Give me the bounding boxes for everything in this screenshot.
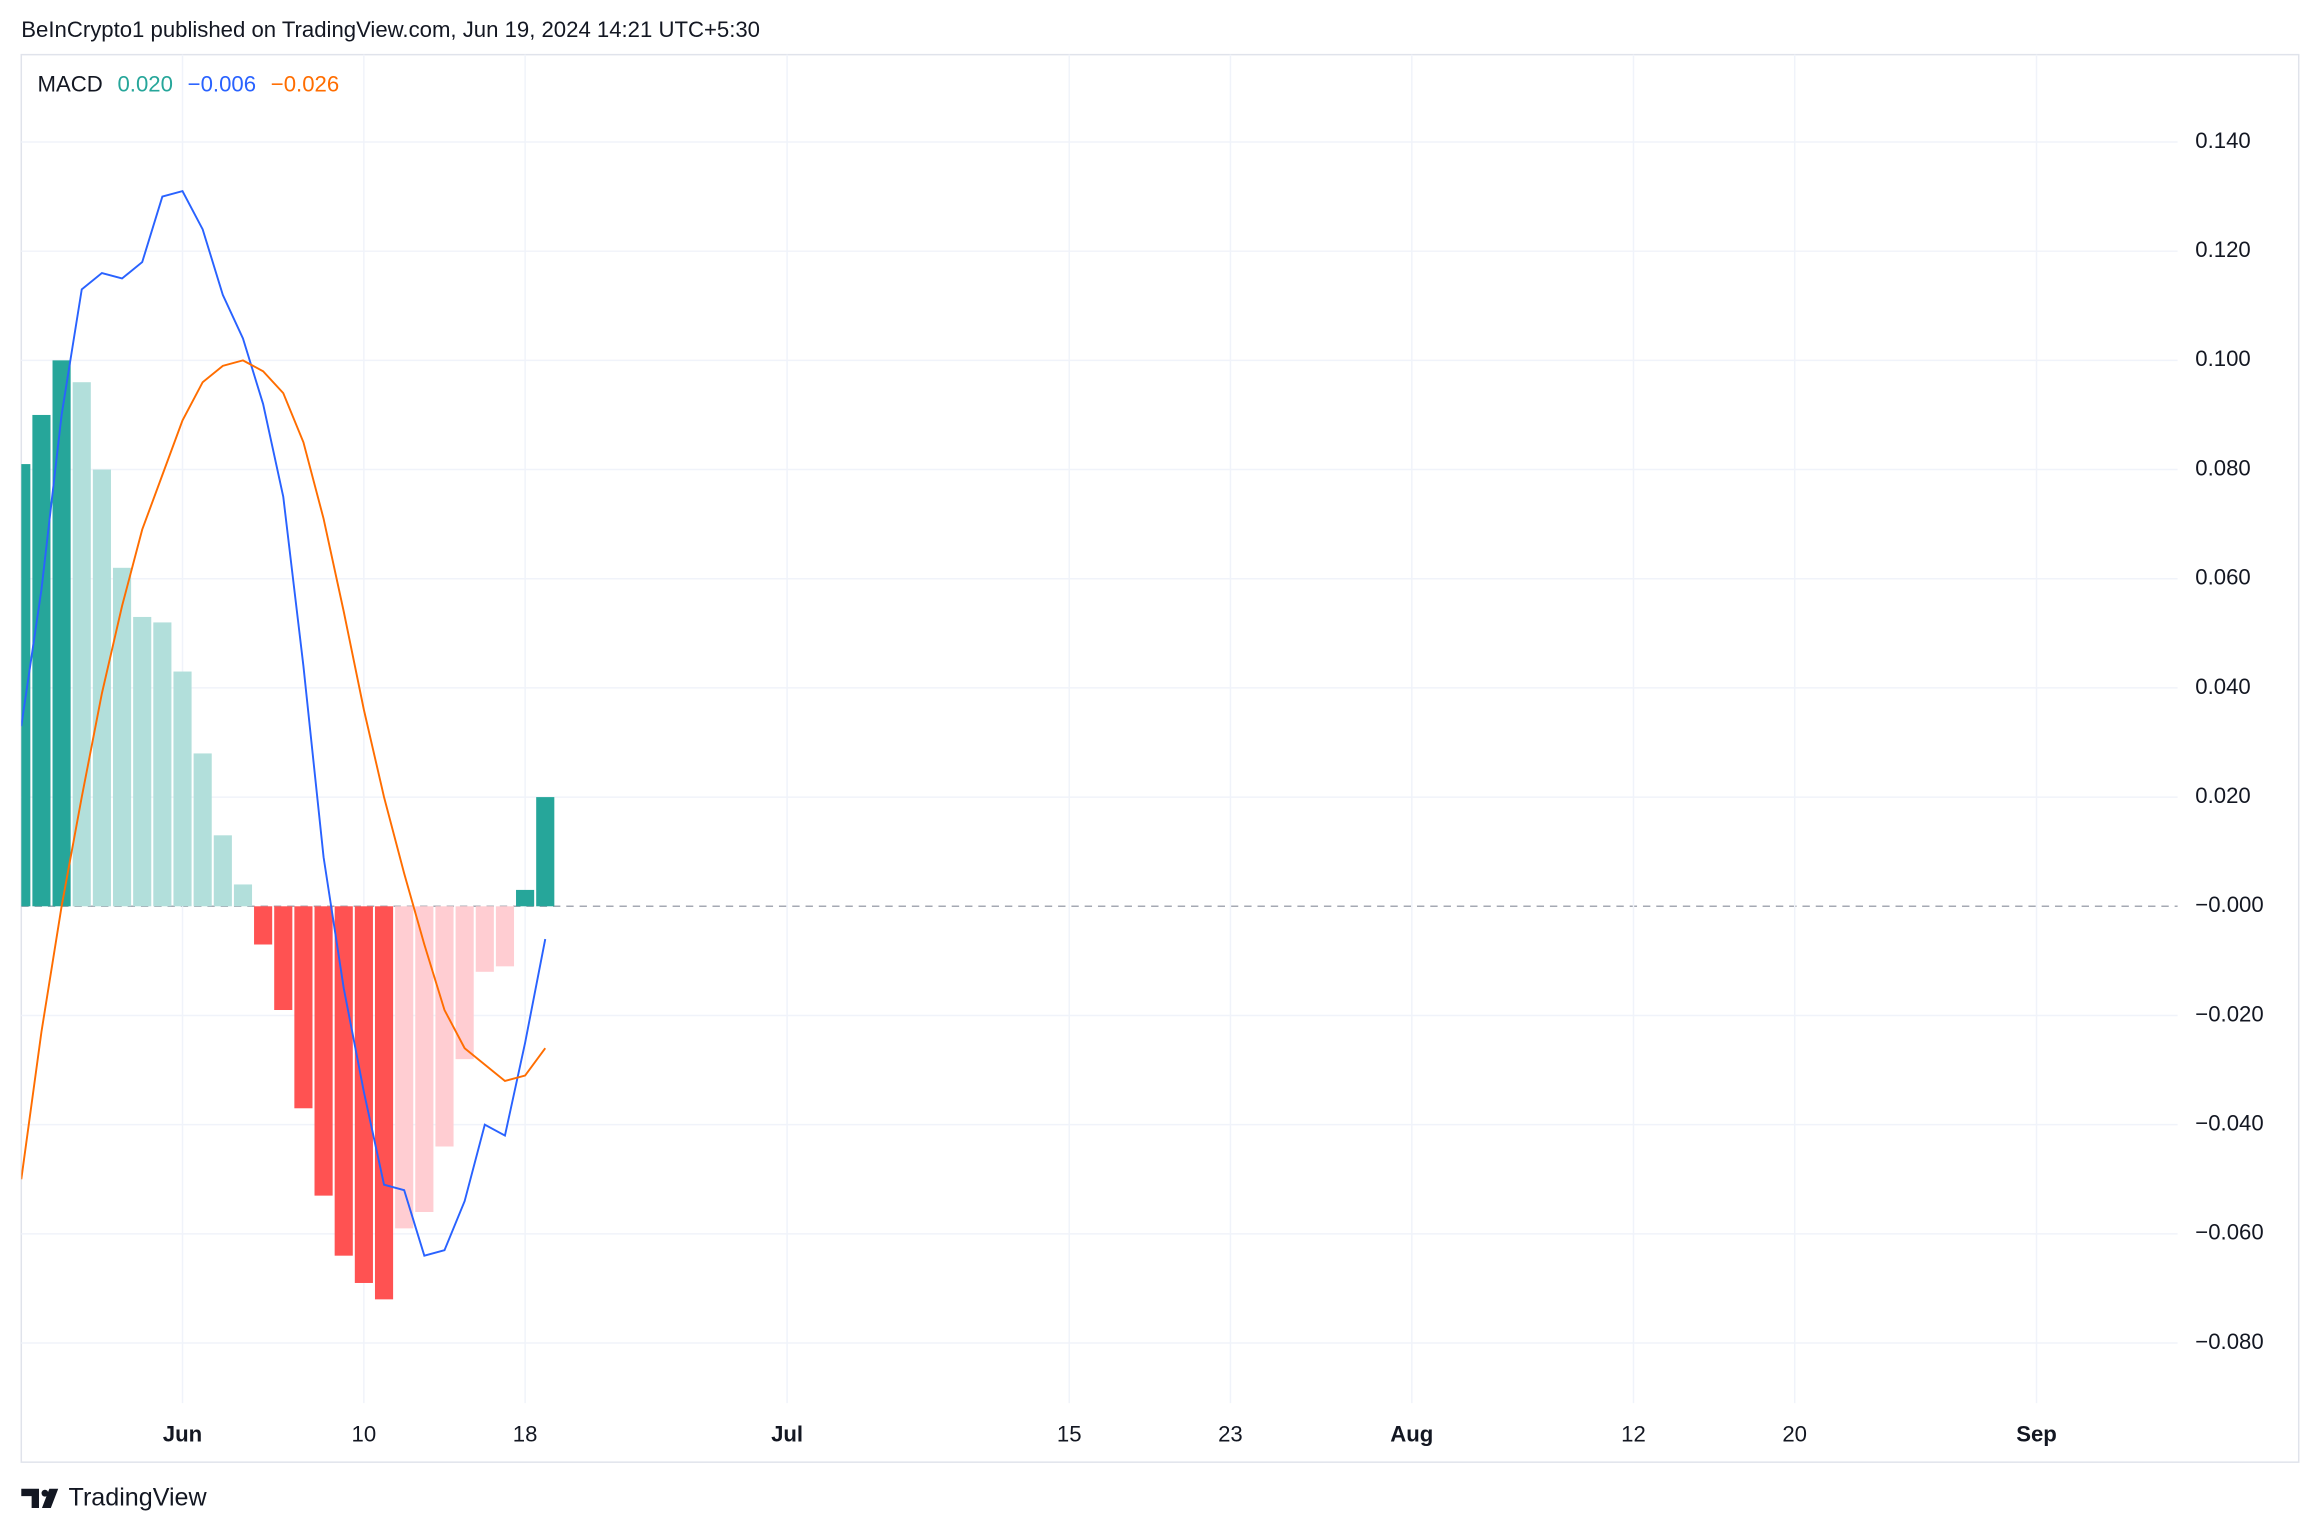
footer-brand: TradingView bbox=[69, 1484, 208, 1512]
y-tick-label: −0.020 bbox=[2195, 1001, 2263, 1026]
y-tick-label: −0.080 bbox=[2195, 1329, 2263, 1354]
labels: 0.140 0.120 0.100 0.080 0.060 0.040 0.020 −0.00… bbox=[38, 72, 2264, 1447]
histogram-bar bbox=[173, 671, 192, 907]
histogram-bar bbox=[435, 906, 454, 1147]
y-tick-label: −0.040 bbox=[2195, 1110, 2263, 1135]
histogram-bar bbox=[536, 797, 555, 907]
y-tick-label: 0.040 bbox=[2195, 674, 2250, 699]
y-tick-label: −0.000 bbox=[2195, 892, 2263, 917]
x-tick-label: Sep bbox=[2016, 1421, 2057, 1446]
histogram-bar bbox=[395, 906, 414, 1229]
y-tick-label: 0.120 bbox=[2195, 237, 2250, 262]
plot bbox=[21, 189, 555, 1300]
y-tick-label: −0.060 bbox=[2195, 1220, 2263, 1245]
histogram-bar bbox=[32, 414, 51, 907]
legend-value: −0.006 bbox=[188, 72, 256, 97]
histogram-bar bbox=[455, 906, 474, 1060]
histogram-bar bbox=[495, 906, 515, 967]
y-tick-label: 0.020 bbox=[2195, 783, 2250, 808]
histogram-bar bbox=[133, 616, 152, 907]
line-series bbox=[21, 189, 547, 1257]
logo: TradingView bbox=[21, 1484, 208, 1512]
histogram-bar bbox=[254, 906, 273, 945]
y-tick-label: 0.100 bbox=[2195, 346, 2250, 371]
y-tick-label: 0.060 bbox=[2195, 565, 2250, 590]
histogram-bar bbox=[516, 889, 535, 907]
chart-border bbox=[20, 53, 2300, 1463]
histogram-bar bbox=[475, 906, 494, 972]
histogram-bar bbox=[374, 906, 394, 1300]
histogram-bar bbox=[294, 906, 313, 1109]
header: BeInCrypto1 published on TradingView.com… bbox=[21, 17, 760, 42]
histogram-bar bbox=[92, 469, 111, 907]
x-tick-label: Aug bbox=[1390, 1421, 1433, 1446]
histogram-bar bbox=[153, 622, 172, 907]
logo-icon bbox=[21, 1488, 59, 1508]
legend-value: −0.026 bbox=[271, 72, 339, 97]
histogram-bar bbox=[213, 835, 232, 907]
y-tick-label: 0.080 bbox=[2195, 455, 2250, 480]
x-tick-label: 18 bbox=[513, 1421, 538, 1446]
x-tick-label: Jun bbox=[163, 1421, 202, 1446]
y-tick-label: 0.140 bbox=[2195, 128, 2250, 153]
histogram-bar bbox=[274, 906, 293, 1011]
histogram-bar bbox=[415, 906, 434, 1213]
legend-value: 0.020 bbox=[118, 72, 173, 97]
line-series bbox=[21, 359, 547, 1180]
x-tick-label: 12 bbox=[1621, 1421, 1646, 1446]
histogram-bar bbox=[112, 567, 132, 907]
histogram-bar bbox=[233, 884, 253, 907]
histogram-bar bbox=[193, 753, 212, 907]
logo-dot bbox=[41, 1489, 49, 1497]
x-tick-label: 15 bbox=[1057, 1421, 1082, 1446]
x-tick-label: Jul bbox=[771, 1421, 803, 1446]
x-tick-label: 10 bbox=[352, 1421, 377, 1446]
x-tick-label: 23 bbox=[1218, 1421, 1243, 1446]
histogram-bar bbox=[314, 906, 333, 1196]
legend-name: MACD bbox=[38, 72, 103, 97]
histogram-bar bbox=[21, 464, 31, 907]
x-tick-label: 20 bbox=[1782, 1421, 1807, 1446]
histogram-bar bbox=[334, 906, 353, 1256]
histogram-bar bbox=[52, 360, 71, 907]
